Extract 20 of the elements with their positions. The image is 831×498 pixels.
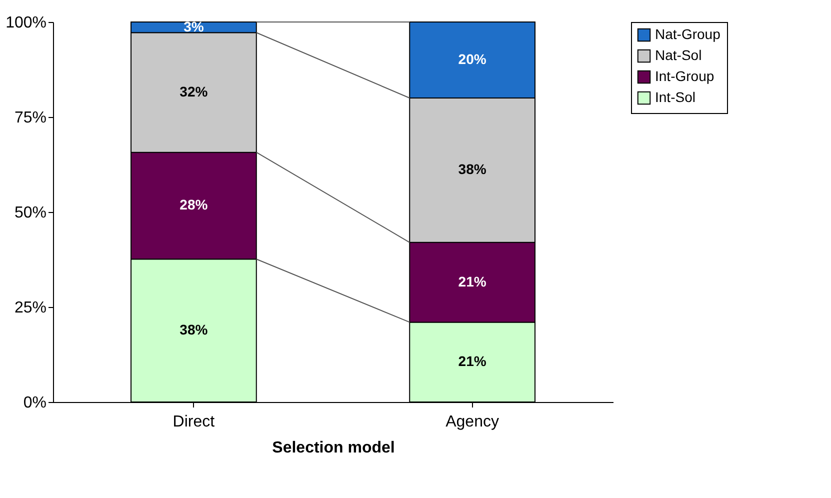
data-label: 28% xyxy=(180,196,208,213)
data-label: 3% xyxy=(184,18,204,34)
data-label: 20% xyxy=(458,51,487,67)
x-tick-label: Direct xyxy=(172,414,216,430)
data-label: 38% xyxy=(180,322,208,338)
legend-label: Int-Sol xyxy=(655,89,696,105)
data-label: 32% xyxy=(180,83,208,100)
data-label: 38% xyxy=(458,161,487,178)
y-tick-label: 75% xyxy=(14,110,46,126)
legend-label: Nat-Group xyxy=(655,26,721,42)
data-label: 21% xyxy=(458,273,487,290)
x-axis-title: Selection model xyxy=(272,440,395,456)
legend-label: Nat-Sol xyxy=(655,47,702,63)
y-tick-label: 25% xyxy=(14,300,46,316)
y-tick-label: 100% xyxy=(6,14,46,32)
x-tick-label: Agency xyxy=(446,414,499,430)
legend-label: Int-Group xyxy=(655,68,714,84)
data-label: 21% xyxy=(458,353,487,370)
y-tick-label: 0% xyxy=(23,394,46,412)
y-tick-label: 50% xyxy=(14,204,46,222)
